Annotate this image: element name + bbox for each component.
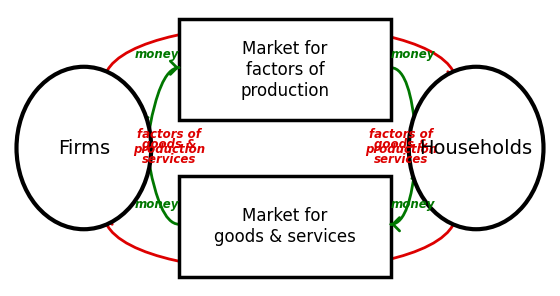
Text: Firms: Firms [58, 139, 110, 157]
Bar [179, 176, 391, 277]
Text: money: money [390, 48, 435, 61]
Text: goods &
services: goods & services [142, 138, 196, 166]
Text: Market for
factors of
production: Market for factors of production [240, 40, 329, 99]
Text: factors of
production: factors of production [365, 128, 437, 156]
Text: Market for
goods & services: Market for goods & services [214, 207, 356, 246]
Ellipse shape [409, 67, 544, 229]
Text: goods &
services: goods & services [374, 138, 428, 166]
Text: Households: Households [419, 139, 533, 157]
Text: factors of
production: factors of production [133, 128, 205, 156]
Text: money: money [135, 48, 179, 61]
Ellipse shape [16, 67, 151, 229]
Bar [179, 19, 391, 120]
Text: money: money [135, 197, 179, 210]
Text: money: money [390, 197, 435, 210]
